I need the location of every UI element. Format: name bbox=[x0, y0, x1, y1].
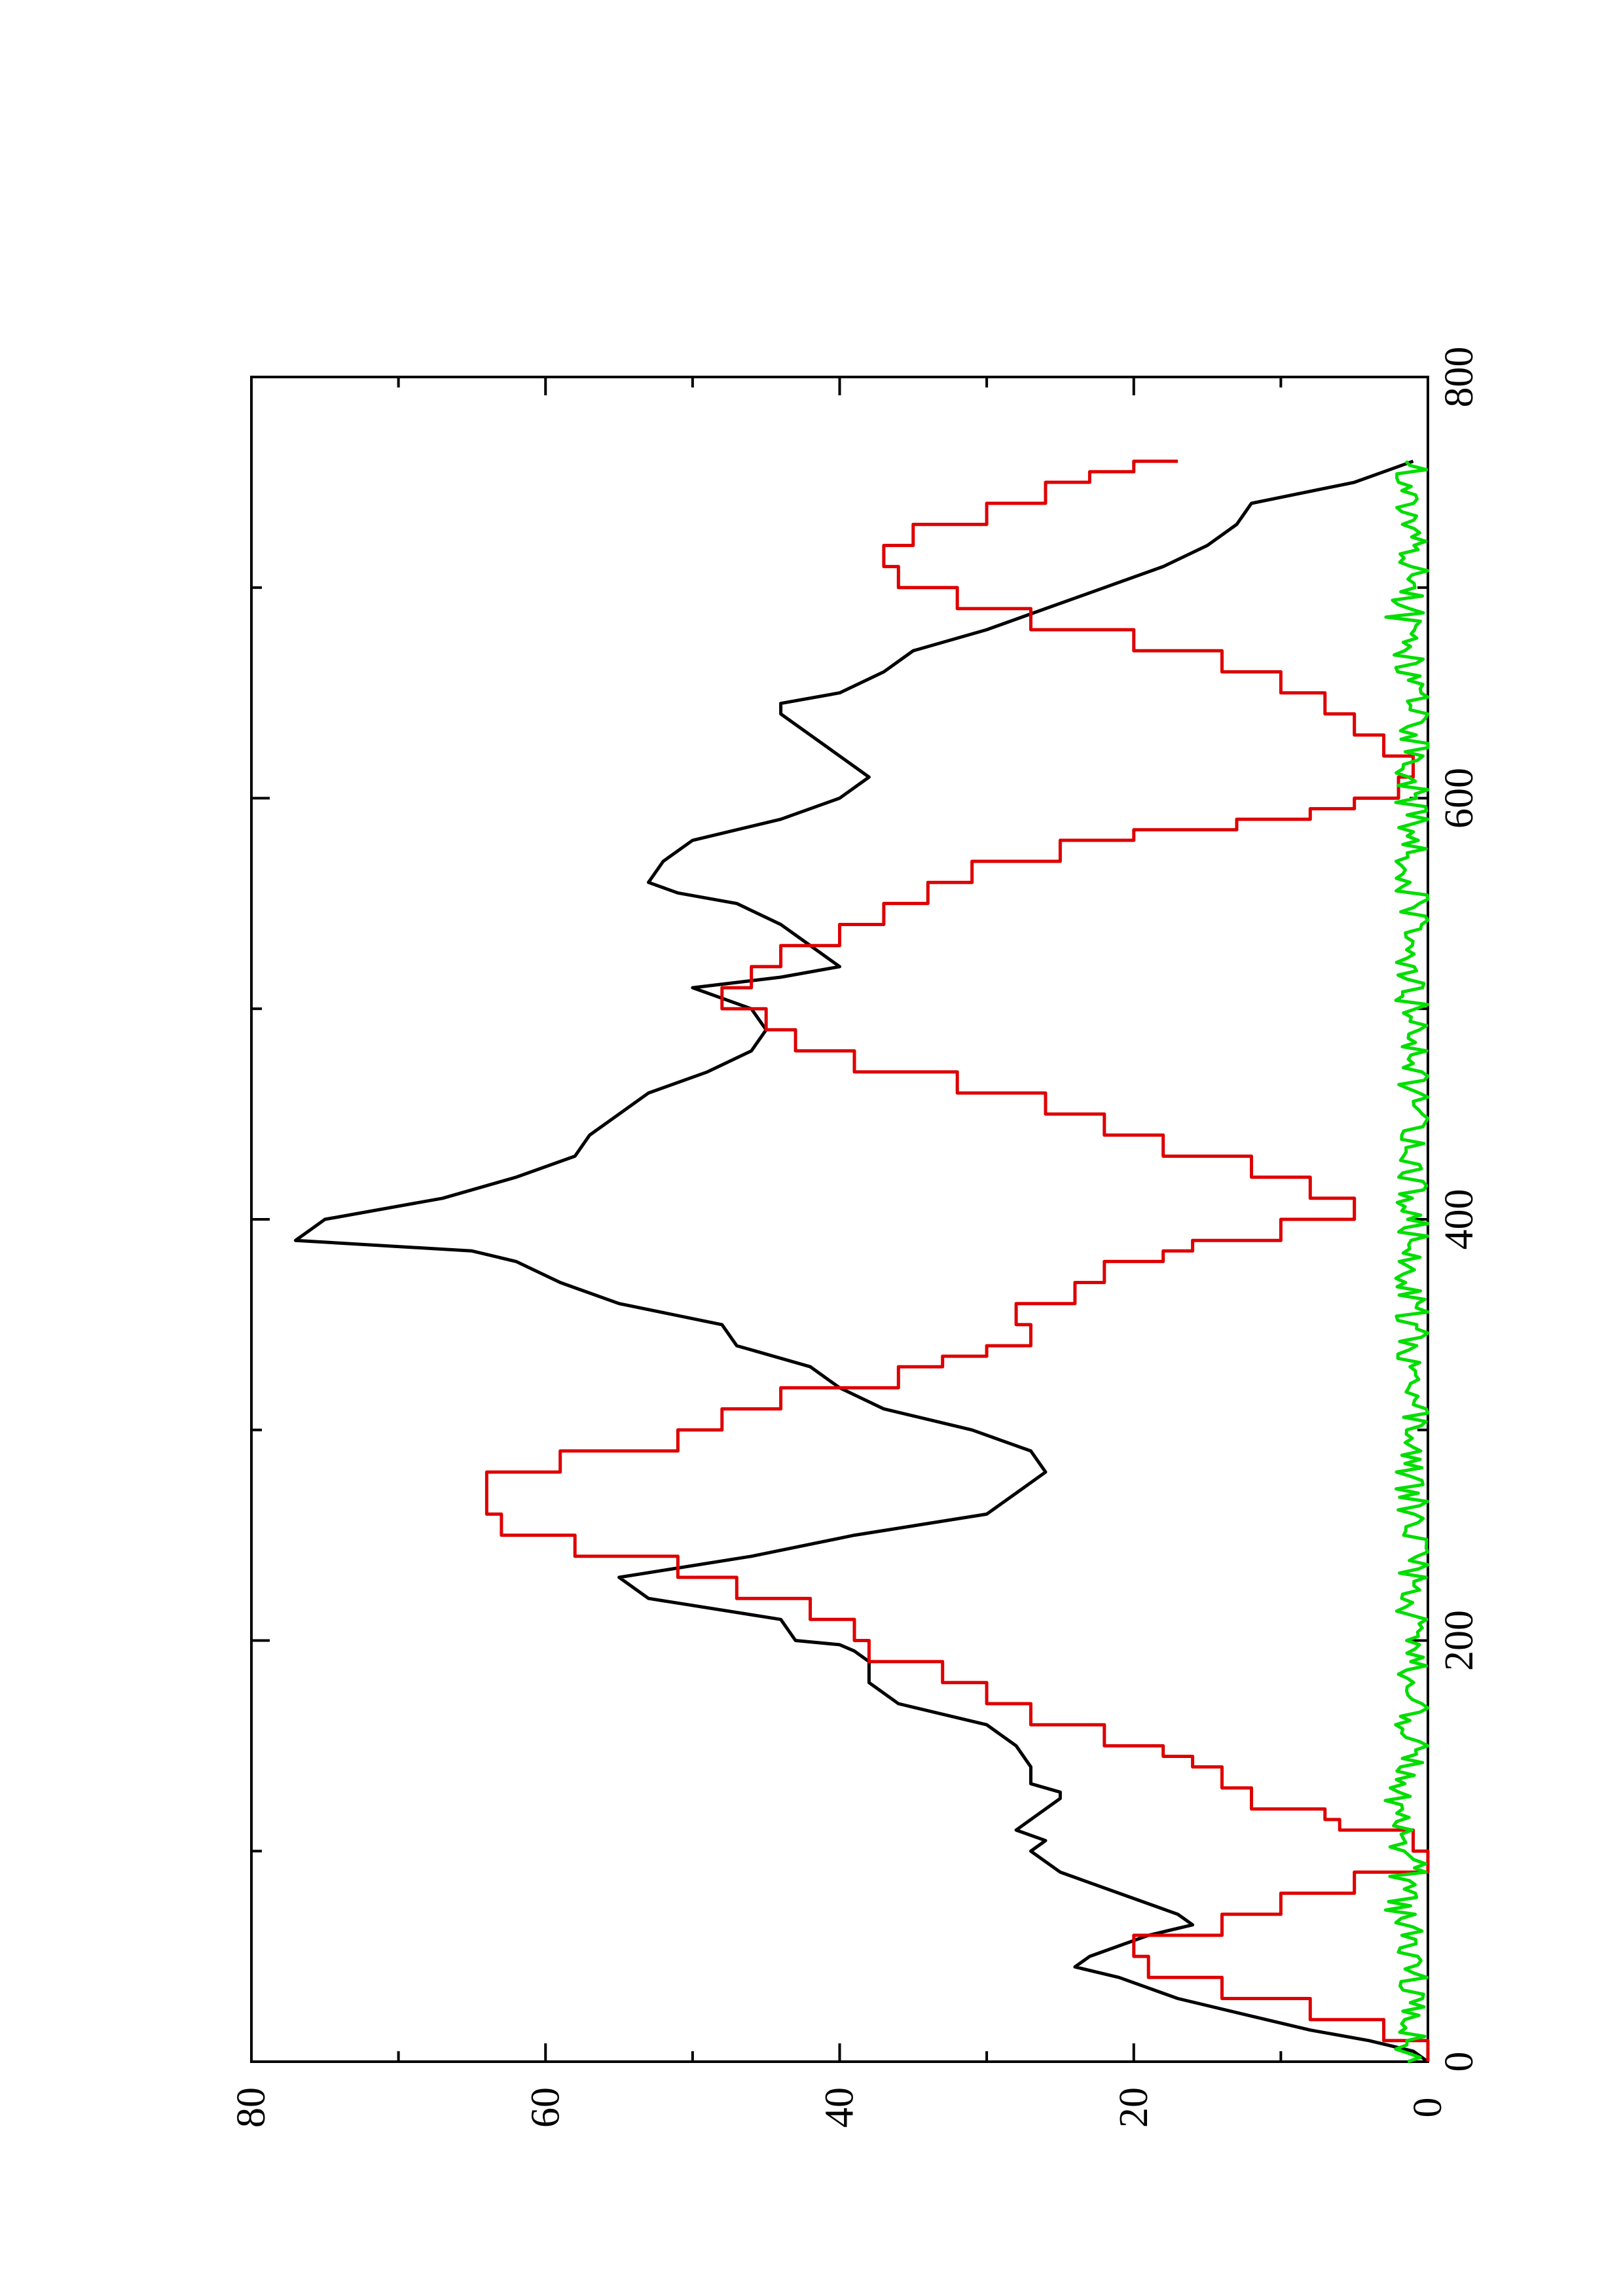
series-line-1 bbox=[484, 459, 1430, 2062]
axis-ticks bbox=[250, 376, 1429, 2063]
y-tick-label: 0 bbox=[1406, 2098, 1450, 2118]
series-line-0 bbox=[293, 459, 1429, 2064]
series-lines bbox=[293, 459, 1430, 2064]
y-tick-label: 20 bbox=[1112, 2087, 1156, 2128]
axis-tick-labels: 0 200 400 600 800 0 20 40 60 80 bbox=[229, 347, 1482, 2128]
x-tick-label: 200 bbox=[1437, 1610, 1482, 1671]
x-tick-label: 600 bbox=[1437, 768, 1482, 829]
y-tick-label: 60 bbox=[523, 2087, 568, 2128]
x-tick-label: 400 bbox=[1437, 1189, 1482, 1250]
y-tick-label: 40 bbox=[818, 2087, 862, 2128]
x-tick-label: 0 bbox=[1437, 2052, 1482, 2072]
series-line-2 bbox=[1383, 459, 1430, 2064]
x-tick-label: 800 bbox=[1437, 347, 1482, 408]
y-tick-label: 80 bbox=[229, 2087, 274, 2128]
